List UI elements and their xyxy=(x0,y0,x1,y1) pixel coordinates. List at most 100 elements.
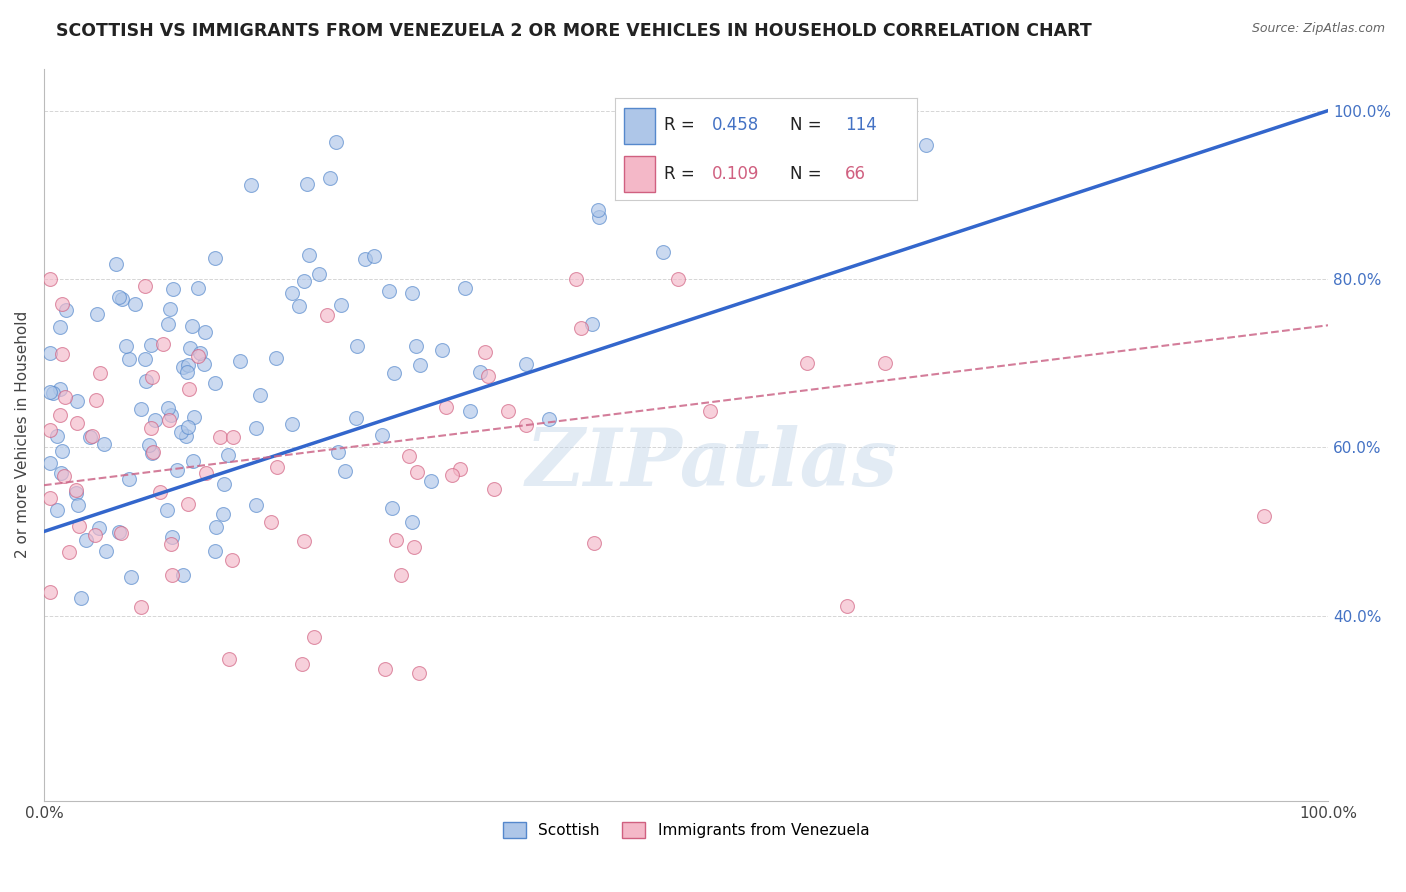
Point xyxy=(142,445,165,459)
Point xyxy=(515,358,537,372)
Point xyxy=(160,568,183,582)
Point xyxy=(135,374,157,388)
Point xyxy=(39,346,62,360)
Point xyxy=(537,411,560,425)
Point xyxy=(194,325,217,339)
Point xyxy=(382,367,405,381)
Text: SCOTTISH VS IMMIGRANTS FROM VENEZUELA 2 OR MORE VEHICLES IN HOUSEHOLD CORRELATIO: SCOTTISH VS IMMIGRANTS FROM VENEZUELA 2 … xyxy=(56,22,1092,40)
Point xyxy=(796,356,818,370)
Point xyxy=(571,321,593,335)
Point xyxy=(53,390,76,404)
Point xyxy=(162,282,184,296)
Point xyxy=(221,553,243,567)
Point xyxy=(875,356,897,370)
Point xyxy=(204,376,226,391)
Point xyxy=(159,536,181,550)
Point xyxy=(405,339,427,353)
Point xyxy=(55,303,77,318)
Point xyxy=(187,281,209,295)
Point xyxy=(166,463,188,477)
Point xyxy=(156,317,179,331)
Point xyxy=(703,125,725,139)
Point xyxy=(266,351,288,365)
Point xyxy=(374,662,396,676)
Point xyxy=(53,469,76,483)
Point xyxy=(66,416,89,430)
Point xyxy=(266,459,288,474)
Point xyxy=(401,515,423,529)
Point xyxy=(129,401,152,416)
Point xyxy=(353,252,375,267)
Point xyxy=(162,530,184,544)
Point xyxy=(588,202,610,217)
Point xyxy=(176,366,198,380)
Point xyxy=(48,382,70,396)
Point xyxy=(208,430,231,444)
Point xyxy=(477,369,499,384)
Point xyxy=(389,567,412,582)
Point xyxy=(204,520,226,534)
Point xyxy=(157,413,180,427)
Point xyxy=(453,281,475,295)
Point xyxy=(218,652,240,666)
Point xyxy=(245,498,267,512)
Point xyxy=(39,384,62,399)
Point xyxy=(204,251,226,265)
Point xyxy=(172,567,194,582)
Point xyxy=(39,424,62,438)
Point xyxy=(204,543,226,558)
Point xyxy=(143,413,166,427)
Point xyxy=(280,417,302,432)
Point xyxy=(326,445,349,459)
Point xyxy=(187,349,209,363)
Point xyxy=(105,257,128,271)
Text: Source: ZipAtlas.com: Source: ZipAtlas.com xyxy=(1251,22,1385,36)
Point xyxy=(245,421,267,435)
Point xyxy=(176,419,198,434)
Point xyxy=(240,178,263,193)
Text: ZIPatlas: ZIPatlas xyxy=(526,425,898,503)
Point xyxy=(188,345,211,359)
Point xyxy=(118,352,141,367)
Point xyxy=(434,400,457,414)
Point xyxy=(39,585,62,599)
Point xyxy=(430,343,453,357)
Point xyxy=(174,428,197,442)
Point xyxy=(79,430,101,444)
Point xyxy=(679,129,702,144)
Point xyxy=(315,308,337,322)
Y-axis label: 2 or more Vehicles in Household: 2 or more Vehicles in Household xyxy=(15,311,30,558)
Point xyxy=(651,245,673,260)
Point xyxy=(212,477,235,491)
Point xyxy=(807,159,830,173)
Point xyxy=(318,171,340,186)
Point xyxy=(177,383,200,397)
Point xyxy=(409,358,432,372)
Point xyxy=(402,540,425,554)
Point xyxy=(51,444,73,458)
Point xyxy=(699,403,721,417)
Point xyxy=(156,503,179,517)
Point xyxy=(172,359,194,374)
Point xyxy=(588,210,610,224)
Point xyxy=(141,446,163,460)
Point xyxy=(468,365,491,379)
Point xyxy=(441,467,464,482)
Point xyxy=(181,453,204,467)
Point xyxy=(156,401,179,415)
Point xyxy=(229,353,252,368)
Point xyxy=(111,292,134,306)
Point xyxy=(118,472,141,486)
Point xyxy=(107,290,129,304)
Point xyxy=(86,307,108,321)
Point xyxy=(149,485,172,500)
Point xyxy=(291,657,314,672)
Point xyxy=(51,347,73,361)
Point xyxy=(66,393,89,408)
Point xyxy=(385,533,408,547)
Point xyxy=(49,408,72,422)
Point xyxy=(93,437,115,451)
Point xyxy=(159,409,181,423)
Point xyxy=(180,318,202,333)
Point xyxy=(82,429,104,443)
